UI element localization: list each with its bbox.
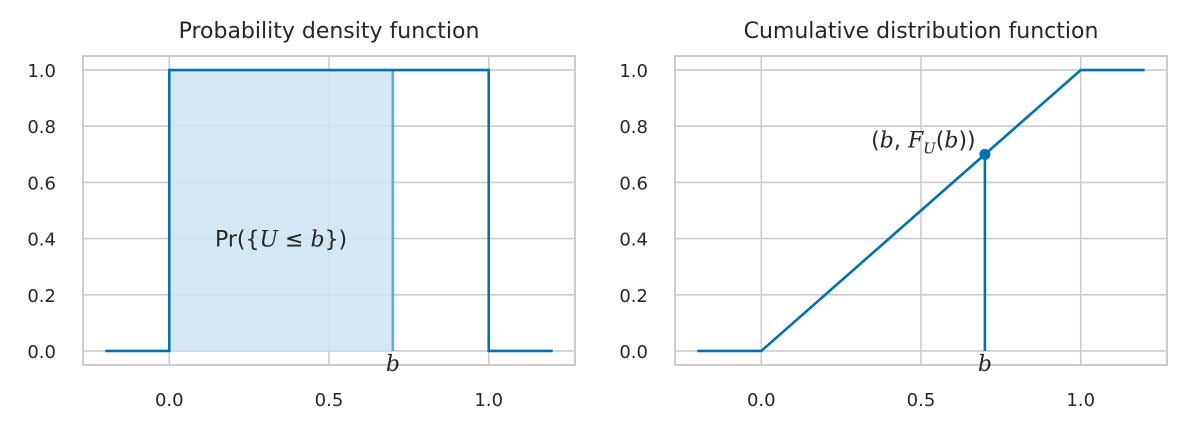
cdf-ytick-label-3: 0.6 bbox=[619, 173, 648, 194]
cdf-ytick-label-1: 0.2 bbox=[619, 286, 648, 307]
cdf-annot-b: b bbox=[880, 128, 894, 153]
pdf-ytick-label-2: 0.4 bbox=[27, 230, 56, 251]
cdf-annot-inner-b: b bbox=[944, 128, 958, 153]
cdf-point-annotation: (b, FU(b)) bbox=[871, 128, 975, 157]
cdf-annot-f: F bbox=[907, 128, 924, 153]
pdf-ytick-label-4: 0.8 bbox=[27, 117, 56, 138]
cdf-ticks: 0.0 0.5 1.0 0.0 0.2 0.4 0.6 0.8 1.0 bbox=[619, 61, 1095, 411]
pdf-b-label: b bbox=[386, 352, 400, 377]
cdf-title: Cumulative distribution function bbox=[744, 19, 1099, 44]
pdf-annot-suffix: }) bbox=[325, 228, 348, 253]
pdf-ytick-label-3: 0.6 bbox=[27, 173, 56, 194]
cdf-line bbox=[697, 68, 1145, 353]
cdf-ytick-label-5: 1.0 bbox=[619, 61, 648, 82]
pdf-annot-var2: b bbox=[310, 228, 324, 253]
pdf-axes-frame bbox=[82, 55, 576, 366]
pdf-ytick-label-5: 1.0 bbox=[27, 61, 56, 82]
pdf-annot-op: ≤ bbox=[278, 228, 310, 253]
cdf-ytick-label-2: 0.4 bbox=[619, 230, 648, 251]
pdf-probability-annotation: Pr({U ≤ b}) bbox=[215, 228, 347, 253]
cdf-xtick-label-0: 0.0 bbox=[747, 390, 776, 411]
cdf-annot-inner-open: ( bbox=[936, 128, 945, 153]
pdf-xtick-label-2: 1.0 bbox=[474, 390, 503, 411]
cdf-xtick-label-2: 1.0 bbox=[1066, 390, 1095, 411]
pdf-title: Probability density function bbox=[179, 19, 480, 44]
pdf-annot-prefix: Pr({ bbox=[215, 228, 260, 253]
pdf-ytick-label-1: 0.2 bbox=[27, 286, 56, 307]
pdf-line bbox=[105, 68, 553, 353]
pdf-xtick-label-1: 0.5 bbox=[315, 390, 344, 411]
cdf-b-label: b bbox=[978, 352, 992, 377]
cdf-annot-close: )) bbox=[958, 128, 975, 153]
cdf-point-marker bbox=[979, 148, 991, 160]
pdf-shaded-area bbox=[169, 70, 393, 351]
cdf-annot-sub: U bbox=[923, 139, 937, 157]
cdf-xtick-label-1: 0.5 bbox=[907, 390, 936, 411]
pdf-annot-var: U bbox=[260, 228, 280, 253]
cdf-axes-frame bbox=[674, 55, 1168, 366]
cdf-ytick-label-0: 0.0 bbox=[619, 342, 648, 363]
cdf-panel: Cumulative distribution function 0.0 0.5 1… bbox=[619, 19, 1168, 411]
cdf-annot-comma: , bbox=[894, 128, 908, 153]
pdf-xtick-label-0: 0.0 bbox=[155, 390, 184, 411]
pdf-ytick-label-0: 0.0 bbox=[27, 342, 56, 363]
cdf-annot-open: ( bbox=[871, 128, 880, 153]
cdf-ytick-label-4: 0.8 bbox=[619, 117, 648, 138]
pdf-ticks: 0.0 0.5 1.0 0.0 0.2 0.4 0.6 0.8 1.0 bbox=[27, 61, 503, 411]
pdf-panel: Probability density function 0.0 0.5 1.00.… bbox=[27, 19, 576, 411]
